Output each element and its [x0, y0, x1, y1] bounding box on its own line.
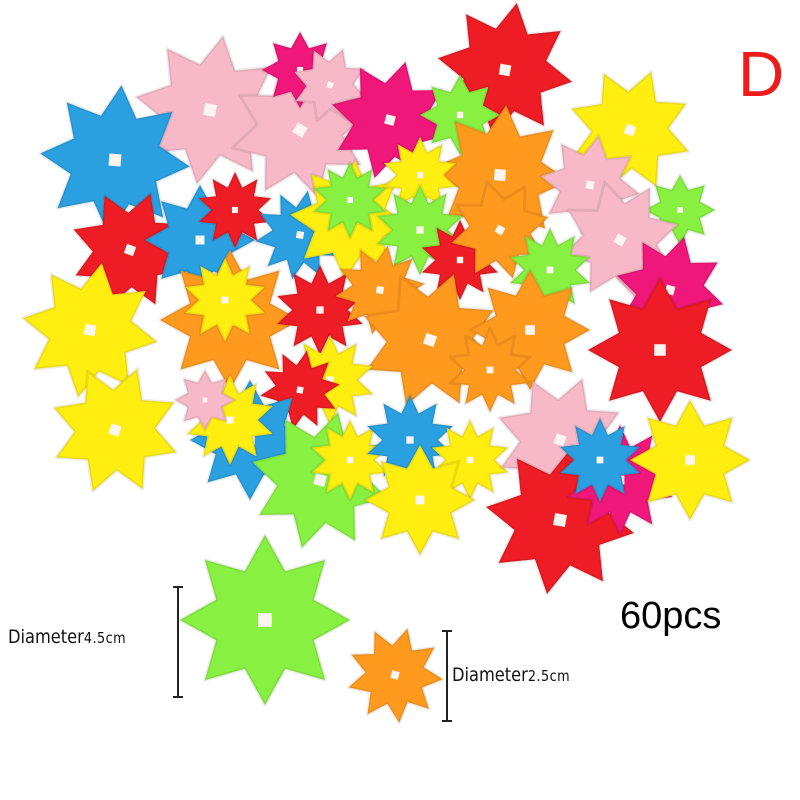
center-hole	[346, 196, 354, 204]
felt-flower	[333, 244, 427, 336]
center-hole	[258, 613, 272, 627]
felt-flower	[21, 261, 159, 399]
felt-flower	[347, 627, 445, 725]
center-hole	[296, 66, 304, 74]
center-hole	[295, 230, 305, 240]
center-hole	[195, 235, 205, 245]
center-hole	[585, 180, 595, 190]
center-hole	[456, 111, 464, 119]
center-hole	[108, 423, 122, 437]
center-hole	[525, 325, 535, 335]
center-hole	[390, 670, 400, 680]
center-hole	[498, 63, 512, 77]
center-hole	[553, 513, 567, 527]
center-hole	[493, 168, 507, 182]
center-hole	[202, 397, 208, 403]
center-hole	[108, 153, 122, 167]
center-hole	[221, 296, 229, 304]
center-hole	[422, 332, 438, 348]
felt-flower	[178, 533, 352, 707]
center-hole	[292, 122, 308, 138]
center-hole	[406, 436, 414, 444]
center-hole	[326, 376, 334, 384]
center-hole	[494, 224, 506, 236]
center-hole	[123, 243, 137, 257]
center-hole	[466, 456, 474, 464]
center-hole	[231, 206, 239, 214]
center-hole	[546, 266, 554, 274]
felt-flower	[52, 367, 178, 493]
felt-flower	[183, 256, 267, 344]
felt-flower	[363, 443, 477, 557]
felt-flower	[586, 276, 734, 424]
center-hole	[553, 433, 567, 447]
center-hole	[596, 456, 604, 464]
center-hole	[346, 456, 354, 464]
center-hole	[677, 207, 683, 213]
center-hole	[416, 226, 424, 234]
felt-flower	[197, 170, 273, 250]
center-hole	[685, 455, 695, 465]
diameter-text: Diameter	[8, 626, 84, 648]
center-hole	[415, 495, 425, 505]
center-hole	[654, 344, 666, 356]
felt-flower	[312, 160, 388, 240]
center-hole	[384, 114, 396, 126]
felt-flower	[558, 416, 642, 504]
center-hole	[613, 233, 627, 247]
center-hole	[296, 386, 304, 394]
felt-flower	[450, 180, 550, 280]
center-hole	[83, 323, 97, 337]
large-diameter-bracket	[173, 586, 183, 698]
diameter-value: 2.5cm	[527, 667, 571, 685]
center-hole	[623, 123, 637, 137]
small-diameter-bracket	[442, 630, 452, 722]
center-hole	[375, 285, 385, 295]
center-hole	[416, 171, 424, 179]
center-hole	[456, 256, 464, 264]
felt-flower	[628, 398, 752, 522]
center-hole	[226, 416, 234, 424]
felt-flower	[173, 368, 237, 432]
large-diameter-label: Diameter4.5cm	[8, 628, 126, 647]
center-hole	[486, 366, 494, 374]
center-hole	[316, 306, 324, 314]
variant-label: D	[738, 38, 785, 110]
center-hole	[313, 473, 327, 487]
center-hole	[326, 81, 334, 89]
diameter-value: 4.5cm	[83, 629, 127, 647]
felt-flower	[448, 326, 532, 414]
felt-flower	[292, 47, 368, 123]
diameter-text: Diameter	[452, 664, 528, 686]
quantity-label: 60pcs	[620, 595, 722, 637]
center-hole	[203, 103, 217, 117]
small-diameter-label: Diameter2.5cm	[452, 666, 570, 685]
